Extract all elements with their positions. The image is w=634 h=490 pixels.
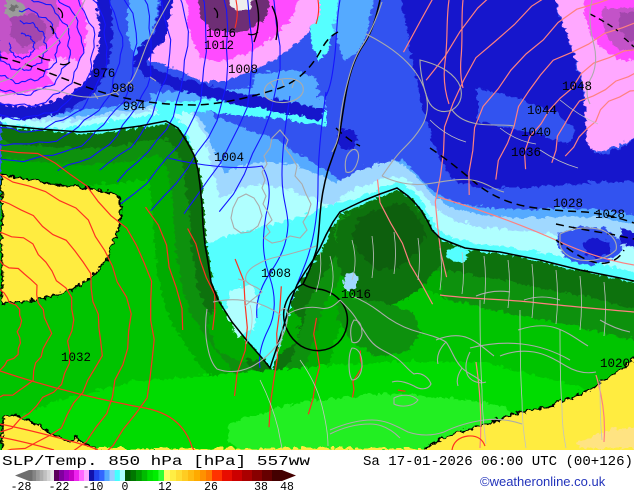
svg-text:980: 980 (112, 82, 135, 96)
svg-text:1048: 1048 (562, 80, 592, 94)
svg-text:976: 976 (93, 67, 116, 81)
svg-text:©weatheronline.co.uk: ©weatheronline.co.uk (480, 474, 606, 489)
svg-text:1016: 1016 (206, 27, 236, 41)
svg-text:984: 984 (123, 100, 146, 114)
svg-text:1036: 1036 (511, 146, 541, 160)
svg-text:0: 0 (122, 481, 129, 490)
svg-text:1020: 1020 (600, 357, 630, 371)
svg-text:1008: 1008 (228, 63, 258, 77)
svg-text:1012: 1012 (204, 39, 234, 53)
svg-text:Sa 17-01-2026 06:00 UTC (00+12: Sa 17-01-2026 06:00 UTC (00+126) (363, 455, 633, 470)
svg-text:SLP/Temp. 850 hPa [hPa] 557ww: SLP/Temp. 850 hPa [hPa] 557ww (2, 455, 310, 470)
svg-text:1040: 1040 (521, 126, 551, 140)
svg-text:1044: 1044 (527, 104, 557, 118)
svg-text:26: 26 (204, 481, 218, 490)
svg-text:-22: -22 (49, 481, 70, 490)
svg-text:-10: -10 (83, 481, 104, 490)
svg-text:38: 38 (254, 481, 268, 490)
svg-text:1028: 1028 (553, 197, 583, 211)
svg-text:48: 48 (280, 481, 294, 490)
svg-text:1004: 1004 (214, 151, 244, 165)
svg-text:1032: 1032 (61, 351, 91, 365)
svg-text:1008: 1008 (261, 267, 291, 281)
svg-text:12: 12 (158, 481, 172, 490)
svg-text:-28: -28 (11, 481, 32, 490)
svg-text:1028: 1028 (595, 208, 625, 222)
svg-text:1016: 1016 (341, 288, 371, 302)
